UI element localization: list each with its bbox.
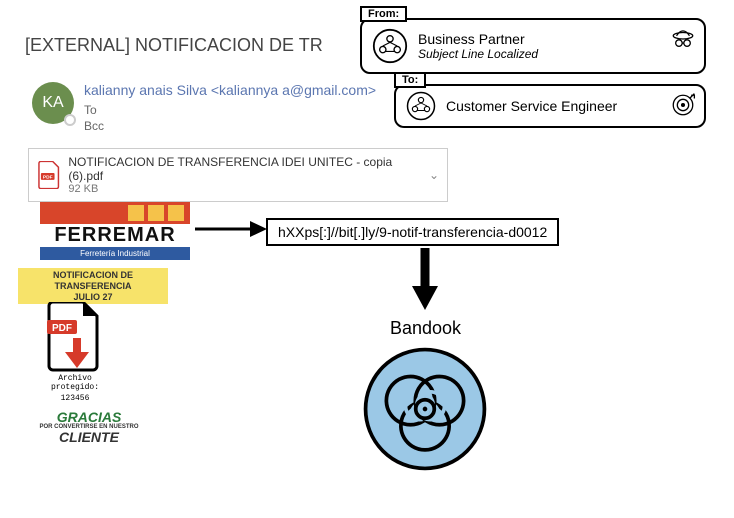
gracias-l1: GRACIAS: [34, 410, 144, 424]
arrow-url-bandook: [410, 248, 440, 312]
presence-dot: [64, 114, 76, 126]
gracias-block: GRACIAS POR CONVERTIRSE EN NUESTRO CLIEN…: [34, 410, 144, 444]
overlay-from-text: Business Partner Subject Line Localized: [418, 31, 538, 61]
ferremar-name: FERREMAR: [40, 224, 190, 247]
pdf-file-icon: PDF: [45, 302, 105, 372]
svg-text:PDF: PDF: [43, 174, 53, 180]
pdf-icon: PDF: [37, 161, 60, 189]
svg-text:PDF: PDF: [52, 323, 72, 334]
biohazard-icon: [360, 344, 490, 474]
pdf-download-icon: PDF Archivo protegido: 123456: [40, 302, 110, 403]
ferremar-sub: Ferretería Industrial: [40, 247, 190, 260]
bandook-label: Bandook: [390, 318, 461, 339]
bcc-redacted: [107, 116, 247, 130]
overlay-to-title: Customer Service Engineer: [446, 98, 617, 114]
overlay-to-tag: To:: [394, 72, 426, 88]
attachment-size: 92 KB: [68, 183, 421, 195]
ferremar-sq-3: [168, 205, 184, 221]
chevron-down-icon[interactable]: ⌄: [429, 168, 439, 182]
target-icon: [670, 92, 696, 118]
notif-yellow-l1: NOTIFICACION DE TRANSFERENCIA: [22, 270, 164, 292]
arrow-ferremar-url: [195, 218, 270, 240]
ferremar-logo: FERREMAR Ferretería Industrial: [40, 202, 190, 260]
to-label: To: [84, 103, 97, 117]
to-redacted: [100, 100, 240, 114]
avatar-wrap: KA: [32, 82, 74, 124]
overlay-from-sub: Subject Line Localized: [418, 47, 538, 61]
email-subject: [EXTERNAL] NOTIFICACION DE TR: [25, 35, 323, 56]
url-box: hXXps[:]//bit[.]ly/9-notif-transferencia…: [266, 218, 559, 246]
attachment-meta: NOTIFICACION DE TRANSFERENCIA IDEI UNITE…: [68, 155, 421, 195]
spy-icon: [670, 26, 696, 52]
notif-yellow-l2: JULIO 27: [22, 292, 164, 303]
sender-line: kalianny anais Silva <kaliannya a@gmail.…: [84, 82, 376, 98]
avatar-initials: KA: [42, 94, 63, 112]
ferremar-sq-2: [148, 205, 164, 221]
overlay-from-tag: From:: [360, 6, 407, 22]
overlay-from: From: Business Partner Subject Line Loca…: [360, 18, 706, 74]
people-icon-2: [406, 91, 436, 121]
bcc-label: Bcc: [84, 119, 104, 133]
overlay-from-title: Business Partner: [418, 31, 538, 47]
attachment-name: NOTIFICACION DE TRANSFERENCIA IDEI UNITE…: [68, 155, 421, 183]
archivo-l1: Archivo protegido:: [40, 374, 110, 392]
attachment-row[interactable]: PDF NOTIFICACION DE TRANSFERENCIA IDEI U…: [28, 148, 448, 202]
ferremar-top: [40, 202, 190, 224]
gracias-l3: CLIENTE: [34, 430, 144, 444]
archivo-l2: 123456: [40, 394, 110, 403]
overlay-to: To: Customer Service Engineer: [394, 84, 706, 128]
ferremar-sq-1: [128, 205, 144, 221]
to-row: To: [84, 100, 240, 117]
bcc-row: Bcc: [84, 116, 247, 133]
people-icon: [372, 28, 408, 64]
notif-yellow: NOTIFICACION DE TRANSFERENCIA JULIO 27: [18, 268, 168, 304]
